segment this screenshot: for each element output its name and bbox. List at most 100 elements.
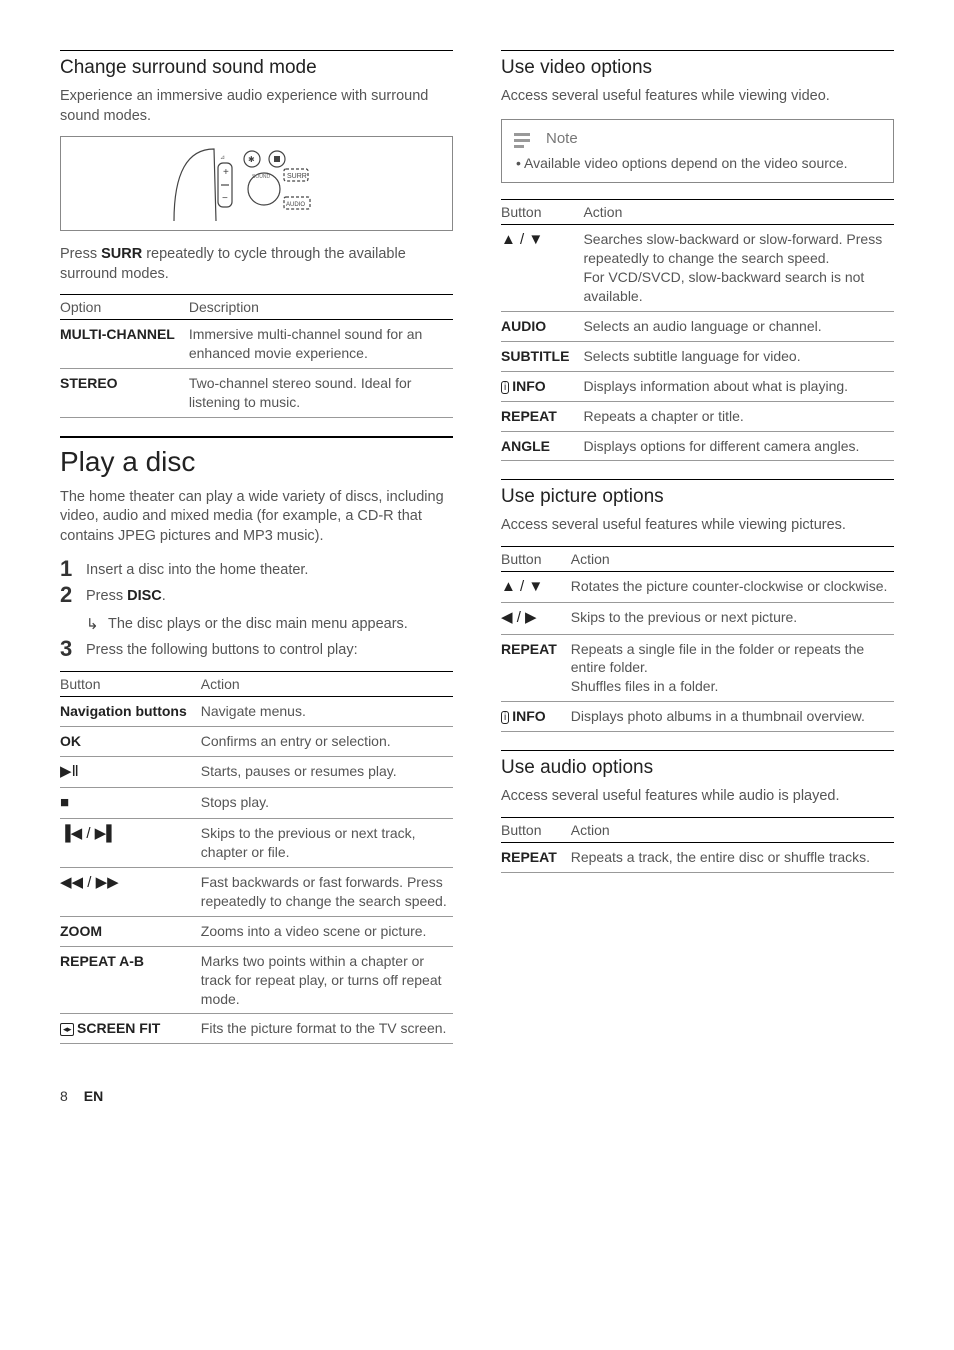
button-key: AUDIO: [501, 312, 583, 342]
playdisc-title: Play a disc: [60, 436, 453, 478]
table-row: ◀◀ / ▶▶Fast backwards or fast forwards. …: [60, 868, 453, 917]
table-row: AUDIOSelects an audio language or channe…: [501, 312, 894, 342]
audio-intro: Access several useful features while aud…: [501, 787, 894, 807]
table-row: REPEATRepeats a track, the entire disc o…: [501, 842, 894, 872]
svg-text:−: −: [222, 193, 228, 204]
svg-text:SOUND: SOUND: [252, 174, 270, 180]
table-row: ▐◀ / ▶▌Skips to the previous or next tra…: [60, 819, 453, 868]
table-row: ◂▸SCREEN FITFits the picture format to t…: [60, 1014, 453, 1044]
table-row: MULTI-CHANNELImmersive multi-channel sou…: [60, 320, 453, 369]
table-row: ▶ⅡStarts, pauses or resumes play.: [60, 756, 453, 787]
svg-text:SURR: SURR: [287, 173, 307, 180]
step-number: 1: [60, 557, 86, 581]
svg-text:⊿: ⊿: [220, 155, 225, 161]
button-key: Navigation buttons: [60, 697, 201, 727]
playdisc-intro: The home theater can play a wide variety…: [60, 488, 453, 547]
button-key: OK: [60, 726, 201, 756]
playdisc-steps: 1Insert a disc into the home theater.2Pr…: [60, 557, 453, 662]
audio-table: Button Action REPEATRepeats a track, the…: [501, 817, 894, 873]
table-row: ANGLEDisplays options for different came…: [501, 431, 894, 461]
page-number: 8: [60, 1088, 68, 1104]
button-key: REPEAT: [501, 634, 571, 702]
button-key: iINFO: [501, 371, 583, 401]
step-body: Press DISC.: [86, 583, 453, 606]
button-desc: Repeats a chapter or title.: [583, 401, 894, 431]
table-row: iINFODisplays photo albums in a thumbnai…: [501, 702, 894, 732]
step: 2Press DISC.: [60, 583, 453, 607]
button-desc: Fast backwards or fast forwards. Press r…: [201, 868, 453, 917]
button-key: ◂▸SCREEN FIT: [60, 1014, 201, 1044]
col-button: Button: [501, 200, 583, 225]
page-columns: Change surround sound mode Experience an…: [60, 50, 894, 1062]
button-desc: Starts, pauses or resumes play.: [201, 756, 453, 787]
button-key: ▲ / ▼: [501, 225, 583, 312]
step-number: 2: [60, 583, 86, 607]
note-box: Note Available video options depend on t…: [501, 119, 894, 184]
button-desc: Marks two points within a chapter or tra…: [201, 946, 453, 1014]
table-row: iINFODisplays information about what is …: [501, 371, 894, 401]
step-body: Press the following buttons to control p…: [86, 637, 453, 660]
button-key: STEREO: [60, 369, 189, 418]
col-action: Action: [571, 547, 894, 572]
picture-title: Use picture options: [501, 479, 894, 508]
col-action: Action: [201, 672, 453, 697]
button-key: ▲ / ▼: [501, 572, 571, 603]
page-footer: 8 EN: [60, 1088, 894, 1104]
col-option: Option: [60, 295, 189, 320]
table-row: ZOOMZooms into a video scene or picture.: [60, 916, 453, 946]
video-intro: Access several useful features while vie…: [501, 87, 894, 107]
button-key: ■: [60, 788, 201, 819]
col-description: Description: [189, 295, 453, 320]
button-desc: Selects an audio language or channel.: [583, 312, 894, 342]
button-desc: Skips to the previous or next picture.: [571, 603, 894, 634]
col-action: Action: [583, 200, 894, 225]
surround-title: Change surround sound mode: [60, 50, 453, 79]
button-key: SUBTITLE: [501, 341, 583, 371]
button-key: ZOOM: [60, 916, 201, 946]
table-row: ■Stops play.: [60, 788, 453, 819]
button-key: ◀◀ / ▶▶: [60, 868, 201, 917]
button-desc: Searches slow-backward or slow-forward. …: [583, 225, 894, 312]
step: 1Insert a disc into the home theater.: [60, 557, 453, 581]
note-label: Note: [546, 130, 578, 147]
button-key: ◀ / ▶: [501, 603, 571, 634]
button-desc: Stops play.: [201, 788, 453, 819]
table-row: REPEATRepeats a single file in the folde…: [501, 634, 894, 702]
button-desc: Displays information about what is playi…: [583, 371, 894, 401]
button-desc: Displays options for different camera an…: [583, 431, 894, 461]
svg-text:+: +: [223, 167, 229, 178]
video-title: Use video options: [501, 50, 894, 79]
button-key: ANGLE: [501, 431, 583, 461]
button-desc: Repeats a track, the entire disc or shuf…: [571, 842, 894, 872]
page-lang: EN: [84, 1088, 103, 1104]
button-desc: Repeats a single file in the folder or r…: [571, 634, 894, 702]
step-body: Insert a disc into the home theater.: [86, 557, 453, 580]
button-key: REPEAT: [501, 842, 571, 872]
button-desc: Two-channel stereo sound. Ideal for list…: [189, 369, 453, 418]
button-key: MULTI-CHANNEL: [60, 320, 189, 369]
table-row: SUBTITLESelects subtitle language for vi…: [501, 341, 894, 371]
svg-text:✱: ✱: [248, 155, 255, 164]
button-desc: Zooms into a video scene or picture.: [201, 916, 453, 946]
picture-table: Button Action ▲ / ▼Rotates the picture c…: [501, 546, 894, 732]
left-column: Change surround sound mode Experience an…: [60, 50, 453, 1062]
col-button: Button: [60, 672, 201, 697]
remote-svg: + − ⊿ ✱ SOUND SURR AUDIO: [172, 145, 342, 223]
button-desc: Selects subtitle language for video.: [583, 341, 894, 371]
right-column: Use video options Access several useful …: [501, 50, 894, 1062]
col-button: Button: [501, 547, 571, 572]
substep: ↳The disc plays or the disc main menu ap…: [60, 609, 453, 635]
step-number: 3: [60, 637, 86, 661]
table-row: STEREOTwo-channel stereo sound. Ideal fo…: [60, 369, 453, 418]
table-row: Navigation buttonsNavigate menus.: [60, 697, 453, 727]
button-key: ▐◀ / ▶▌: [60, 819, 201, 868]
button-key: REPEAT: [501, 401, 583, 431]
svg-text:AUDIO: AUDIO: [286, 202, 305, 208]
button-desc: Immersive multi-channel sound for an enh…: [189, 320, 453, 369]
table-row: REPEAT A-BMarks two points within a chap…: [60, 946, 453, 1014]
button-desc: Navigate menus.: [201, 697, 453, 727]
remote-illustration: + − ⊿ ✱ SOUND SURR AUDIO: [60, 136, 453, 231]
surround-table: Option Description MULTI-CHANNELImmersiv…: [60, 294, 453, 418]
button-key: ▶Ⅱ: [60, 756, 201, 787]
col-action: Action: [571, 817, 894, 842]
